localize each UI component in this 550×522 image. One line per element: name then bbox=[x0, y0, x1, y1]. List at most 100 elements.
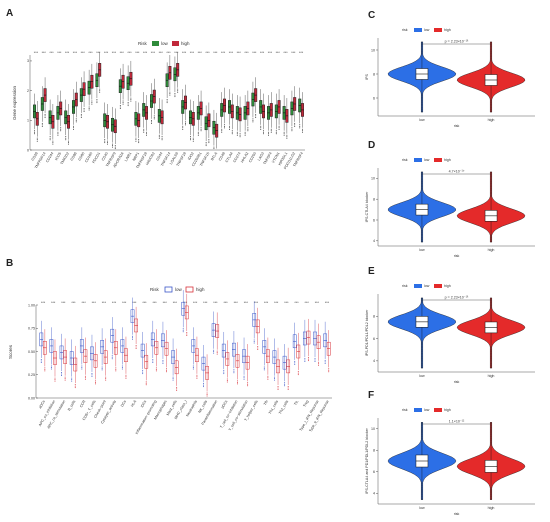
outlier bbox=[57, 133, 59, 135]
outlier bbox=[83, 107, 85, 109]
outlier bbox=[138, 139, 140, 141]
legend-title: risk bbox=[402, 28, 408, 32]
outlier bbox=[121, 368, 123, 370]
outlier bbox=[299, 124, 301, 126]
outlier bbox=[125, 376, 127, 378]
xtick-label: PDCD1 bbox=[92, 152, 102, 165]
outlier bbox=[88, 109, 90, 111]
outlier bbox=[297, 371, 299, 373]
significance-label: *** bbox=[49, 51, 54, 55]
significance-label: *** bbox=[299, 51, 304, 55]
significance-label: *** bbox=[102, 301, 107, 305]
outlier bbox=[166, 371, 168, 373]
ytick-label: 0.50 bbox=[28, 350, 35, 354]
significance-label: *** bbox=[122, 301, 127, 305]
outlier bbox=[36, 139, 38, 141]
outlier bbox=[202, 383, 204, 385]
outlier bbox=[253, 339, 255, 341]
legend-high-swatch bbox=[434, 284, 442, 288]
outlier bbox=[122, 103, 124, 105]
outlier bbox=[286, 134, 288, 136]
outlier bbox=[239, 133, 241, 135]
xtick-label: CD274 bbox=[233, 151, 242, 163]
outlier bbox=[283, 134, 285, 136]
outlier bbox=[166, 368, 168, 370]
outlier bbox=[96, 102, 98, 104]
ytick-label: 4 bbox=[373, 239, 375, 243]
outlier bbox=[135, 348, 137, 350]
outlier bbox=[135, 137, 137, 139]
outlier bbox=[153, 115, 155, 117]
ylabel: IPS-CTLA4 blocker bbox=[365, 191, 369, 223]
outlier bbox=[132, 337, 134, 339]
outlier bbox=[278, 127, 280, 129]
outlier bbox=[291, 130, 293, 132]
outlier bbox=[247, 383, 249, 385]
outlier bbox=[99, 90, 101, 92]
significance-label: *** bbox=[163, 301, 168, 305]
xtick-label: CD40 bbox=[101, 152, 109, 162]
ytick-label: 8 bbox=[373, 449, 375, 453]
outlier bbox=[155, 370, 157, 372]
xtick-label: CD200 bbox=[248, 151, 257, 163]
outlier bbox=[287, 385, 289, 387]
significance-label: *** bbox=[305, 301, 310, 305]
legend-b-high: high bbox=[196, 287, 205, 292]
outlier bbox=[135, 346, 137, 348]
outlier bbox=[307, 357, 309, 359]
significance-label: *** bbox=[127, 51, 132, 55]
outlier bbox=[54, 379, 56, 381]
panel-label-f: F bbox=[368, 390, 374, 401]
xtick-label: pDCs bbox=[220, 399, 228, 409]
outlier bbox=[73, 128, 75, 130]
outlier bbox=[60, 127, 62, 129]
outlier bbox=[74, 384, 76, 386]
outlier bbox=[138, 140, 140, 142]
outlier bbox=[52, 140, 54, 142]
outlier bbox=[91, 103, 93, 105]
outlier bbox=[318, 363, 320, 365]
ytick-label: 8 bbox=[373, 72, 375, 76]
outlier bbox=[40, 358, 42, 360]
xtick-label: CD28 bbox=[31, 152, 39, 162]
outlier bbox=[184, 122, 186, 124]
outlier bbox=[253, 342, 255, 344]
xtick-label: Tfh bbox=[263, 400, 269, 407]
outlier bbox=[130, 100, 132, 102]
outlier bbox=[253, 340, 255, 342]
xtick-label-low: low bbox=[419, 118, 425, 122]
outlier bbox=[216, 350, 218, 352]
significance-label: *** bbox=[81, 51, 86, 55]
outlier bbox=[143, 128, 145, 130]
outlier bbox=[84, 377, 86, 379]
xtick-label-high: high bbox=[488, 506, 495, 510]
outlier bbox=[291, 128, 293, 130]
outlier bbox=[206, 395, 208, 397]
outlier bbox=[236, 133, 238, 135]
outlier bbox=[142, 370, 144, 372]
outlier bbox=[40, 360, 42, 362]
significance-label: *** bbox=[252, 51, 257, 55]
xtick-label: IDO2 bbox=[187, 152, 195, 161]
outlier bbox=[190, 136, 192, 138]
outlier bbox=[205, 142, 207, 144]
significance-label: *** bbox=[254, 301, 259, 305]
outlier bbox=[294, 360, 296, 362]
outlier bbox=[161, 136, 163, 138]
outlier bbox=[143, 130, 145, 132]
outlier bbox=[91, 372, 93, 374]
outlier bbox=[221, 131, 223, 133]
outlier bbox=[44, 115, 46, 117]
legend-low: low bbox=[424, 28, 430, 32]
outlier bbox=[262, 133, 264, 135]
outlier bbox=[166, 100, 168, 102]
outlier bbox=[172, 376, 174, 378]
outlier bbox=[304, 361, 306, 363]
outlier bbox=[262, 131, 264, 133]
outlier bbox=[301, 130, 303, 132]
outlier bbox=[226, 380, 228, 382]
outlier bbox=[267, 375, 269, 377]
outlier bbox=[213, 351, 215, 353]
